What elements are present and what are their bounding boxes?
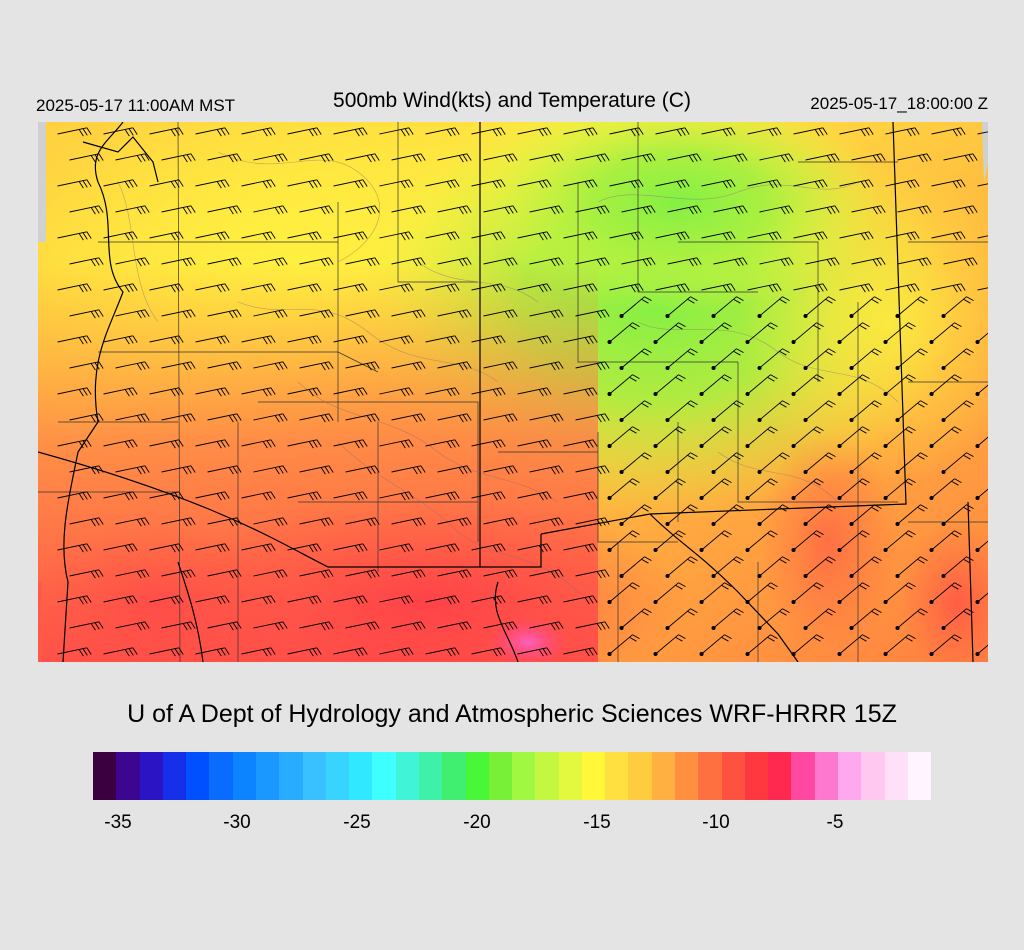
colorbar-swatch: [512, 752, 536, 800]
colorbar-swatch: [861, 752, 885, 800]
model-credit: U of A Dept of Hydrology and Atmospheric…: [127, 700, 897, 728]
colorbar-swatch: [814, 752, 838, 800]
colorbar-swatch: [418, 752, 443, 800]
colorbar-swatch: [442, 752, 466, 800]
colorbar-swatch: [744, 752, 769, 800]
colorbar-swatch: [884, 752, 908, 800]
temperature-field: [38, 122, 988, 662]
colorbar-swatch: [279, 752, 303, 800]
colorbar-swatch: [349, 752, 373, 800]
colorbar-swatch: [581, 752, 606, 800]
colorbar-swatch: [558, 752, 582, 800]
colorbar-swatch: [372, 752, 396, 800]
colorbar-swatch: [139, 752, 163, 800]
colorbar-swatch: [93, 752, 117, 800]
colorbar-swatch: [651, 752, 676, 800]
colorbar-swatch: [698, 752, 722, 800]
map-title: 500mb Wind(kts) and Temperature (C): [333, 89, 691, 112]
temperature-wind-map: [38, 122, 988, 662]
colorbar-swatch: [209, 752, 233, 800]
colorbar-swatch: [488, 752, 513, 800]
wind-barbs: [57, 127, 988, 657]
colorbar-tick-label: -20: [463, 812, 491, 833]
colorbar-tick-label: -10: [702, 812, 730, 833]
colorbar-swatch: [186, 752, 210, 800]
colorbar-tick-label: -30: [223, 812, 251, 833]
colorbar-tick-label: -15: [583, 812, 611, 833]
colorbar-swatch: [535, 752, 559, 800]
colorbar-swatch: [255, 752, 280, 800]
colorbar-swatch: [162, 752, 187, 800]
temperature-colorbar: [93, 752, 932, 800]
colorbar-swatch: [907, 752, 932, 800]
colorbar-swatch: [325, 752, 350, 800]
colorbar-swatch: [838, 752, 862, 800]
colorbar-swatch: [465, 752, 489, 800]
colorbar-swatch: [721, 752, 745, 800]
colorbar-tick-label: -5: [826, 812, 844, 833]
colorbar-tick-labels: -35 -30 -25 -20 -15 -10 -5: [0, 812, 1024, 842]
colorbar-swatch: [605, 752, 629, 800]
colorbar-swatch: [628, 752, 652, 800]
valid-time-local: 2025-05-17 11:00AM MST: [36, 96, 236, 115]
state-boundaries: [38, 122, 974, 662]
colorbar-swatch: [768, 752, 792, 800]
colorbar-swatch: [116, 752, 140, 800]
colorbar-swatch: [232, 752, 256, 800]
terrain-contours: [117, 151, 899, 593]
colorbar-swatch: [395, 752, 419, 800]
colorbar-tick-label: -35: [104, 812, 132, 833]
colorbar-swatch: [791, 752, 815, 800]
colorbar-swatch: [675, 752, 699, 800]
colorbar-tick-label: -25: [343, 812, 371, 833]
colorbar-swatch: [302, 752, 326, 800]
valid-time-utc: 2025-05-17_18:00:00 Z: [810, 94, 988, 113]
